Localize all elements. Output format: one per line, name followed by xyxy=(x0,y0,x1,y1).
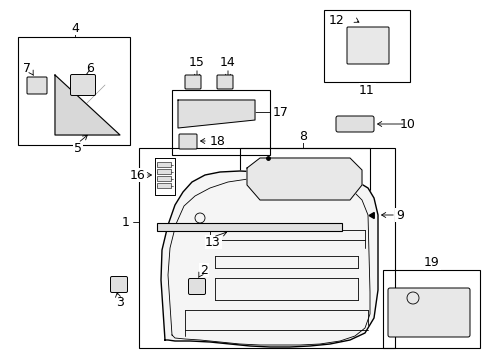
FancyBboxPatch shape xyxy=(157,223,341,231)
Text: 4: 4 xyxy=(71,22,79,35)
Text: 5: 5 xyxy=(74,141,82,154)
Bar xyxy=(382,270,479,348)
Bar xyxy=(157,183,171,188)
FancyBboxPatch shape xyxy=(217,75,232,89)
Polygon shape xyxy=(161,171,377,347)
Text: 18: 18 xyxy=(209,135,225,148)
Text: 19: 19 xyxy=(423,256,439,270)
Text: 9: 9 xyxy=(395,208,403,221)
Text: 6: 6 xyxy=(86,62,94,75)
Text: 16: 16 xyxy=(130,168,145,181)
FancyBboxPatch shape xyxy=(179,134,197,149)
FancyBboxPatch shape xyxy=(184,75,201,89)
Polygon shape xyxy=(246,158,361,200)
Polygon shape xyxy=(55,75,120,135)
Text: 2: 2 xyxy=(200,264,207,276)
Text: 11: 11 xyxy=(358,84,374,96)
Bar xyxy=(157,169,171,174)
FancyBboxPatch shape xyxy=(346,27,388,64)
Text: 15: 15 xyxy=(189,55,204,68)
Text: 8: 8 xyxy=(298,130,306,143)
Bar xyxy=(240,148,369,210)
FancyBboxPatch shape xyxy=(70,75,95,95)
Text: 1: 1 xyxy=(122,216,130,229)
FancyBboxPatch shape xyxy=(110,276,127,292)
Text: 7: 7 xyxy=(23,62,31,75)
Bar xyxy=(172,90,269,155)
Bar xyxy=(157,176,171,181)
Text: 13: 13 xyxy=(204,235,221,248)
Bar xyxy=(139,148,394,348)
Text: 10: 10 xyxy=(399,117,415,131)
FancyBboxPatch shape xyxy=(188,279,205,294)
Text: 3: 3 xyxy=(116,296,123,309)
Polygon shape xyxy=(178,100,254,128)
Bar xyxy=(18,37,130,145)
Text: 12: 12 xyxy=(328,14,344,27)
Bar xyxy=(324,10,409,82)
FancyBboxPatch shape xyxy=(335,116,373,132)
Text: 17: 17 xyxy=(272,105,288,118)
FancyBboxPatch shape xyxy=(27,77,47,94)
FancyBboxPatch shape xyxy=(387,288,469,337)
Bar xyxy=(157,162,171,167)
Text: 14: 14 xyxy=(220,55,235,68)
